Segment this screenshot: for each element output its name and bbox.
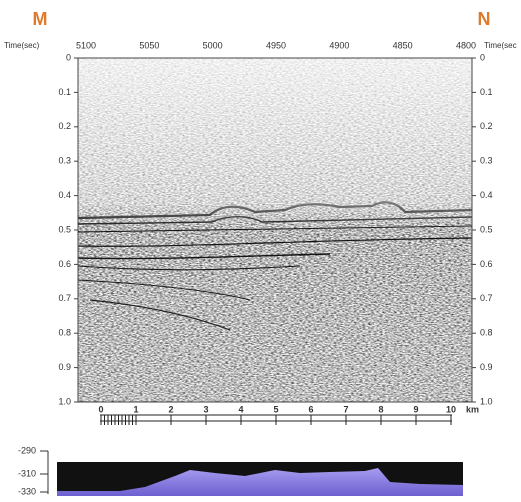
- time-label: 0: [480, 52, 485, 62]
- scale-label: 0: [98, 404, 103, 414]
- time-label: 0.7: [58, 293, 71, 303]
- scale-label: 9: [413, 404, 418, 414]
- time-label: 0.8: [480, 328, 493, 338]
- bathymetry-label: -330: [18, 486, 36, 496]
- right-label: N: [478, 9, 491, 29]
- top-tick-label: 4950: [266, 40, 286, 50]
- time-label: 0.9: [480, 362, 493, 372]
- scale-label: 1: [133, 404, 138, 414]
- time-label: 0.5: [58, 224, 71, 234]
- axis-title: Time(sec): [4, 41, 40, 50]
- top-tick-label: 4850: [393, 40, 413, 50]
- time-label: 0.5: [480, 224, 493, 234]
- bathymetry-profile: [57, 468, 463, 496]
- top-tick-label: 4800: [456, 40, 476, 50]
- bathymetry-label: -290: [18, 445, 36, 455]
- scale-label: 3: [203, 404, 208, 414]
- top-tick-label: 5100: [76, 40, 96, 50]
- time-label: 0.3: [480, 156, 493, 166]
- scale-label: 4: [238, 404, 243, 414]
- scale-label: 6: [308, 404, 313, 414]
- fade: [78, 58, 472, 402]
- time-label: 1.0: [58, 396, 71, 406]
- time-label: 0.1: [480, 87, 493, 97]
- time-label: 0: [66, 52, 71, 62]
- top-tick-label: 4900: [329, 40, 349, 50]
- scale-label: 10: [446, 404, 456, 414]
- scale-label: 8: [378, 404, 383, 414]
- scale-label: 5: [273, 404, 278, 414]
- axis-title: Time(sec: [484, 41, 517, 50]
- time-label: 0.3: [58, 156, 71, 166]
- left-label: M: [33, 9, 48, 29]
- bathymetry-label: -310: [18, 468, 36, 478]
- seismic-section: [77, 57, 473, 403]
- time-label: 1.0: [480, 396, 493, 406]
- scale-unit: km: [466, 404, 479, 414]
- time-label: 0.8: [58, 328, 71, 338]
- scale-label: 2: [168, 404, 173, 414]
- time-label: 0.4: [58, 190, 71, 200]
- time-label: 0.1: [58, 87, 71, 97]
- top-tick-label: 5050: [139, 40, 159, 50]
- time-label: 0.2: [58, 121, 71, 131]
- scale-label: 7: [343, 404, 348, 414]
- time-label: 0.7: [480, 293, 493, 303]
- time-label: 0.6: [58, 259, 71, 269]
- time-label: 0.2: [480, 121, 493, 131]
- time-label: 0.9: [58, 362, 71, 372]
- time-label: 0.4: [480, 190, 493, 200]
- bathymetry: [47, 451, 463, 496]
- time-label: 0.6: [480, 259, 493, 269]
- top-tick-label: 5000: [203, 40, 223, 50]
